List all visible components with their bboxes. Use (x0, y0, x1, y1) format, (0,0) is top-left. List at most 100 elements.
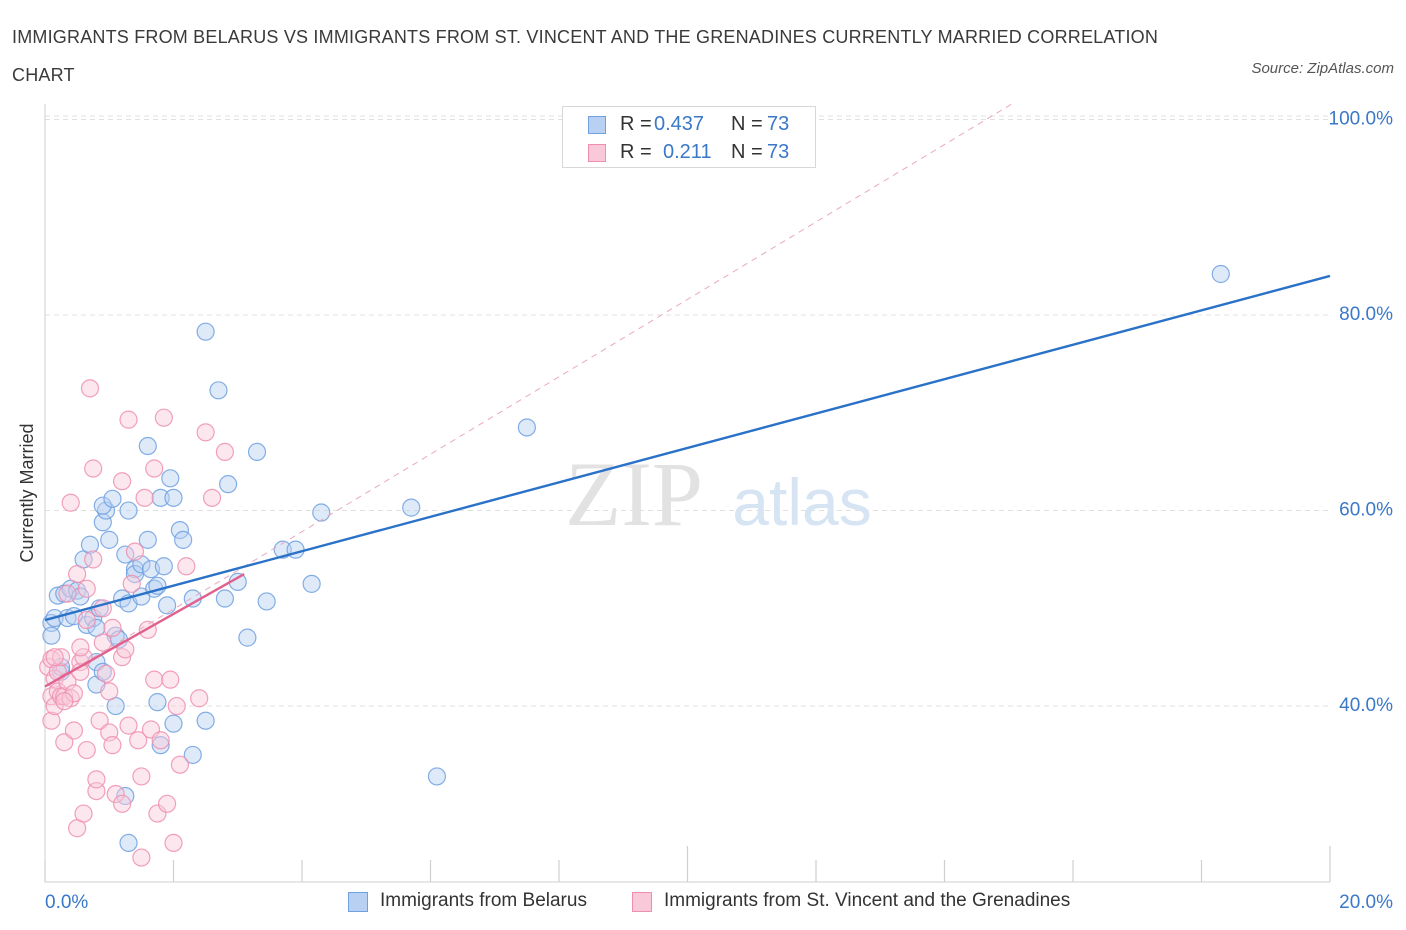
grid-layer (45, 115, 1330, 707)
point-st-vincent (148, 804, 167, 823)
n-value: 73 (767, 113, 790, 135)
point-belarus (93, 662, 112, 681)
watermark-atlas: atlas (732, 465, 871, 539)
point-st-vincent (106, 784, 125, 804)
point-belarus (148, 693, 167, 712)
point-belarus (257, 592, 276, 611)
point-st-vincent (170, 755, 190, 774)
point-st-vincent (80, 379, 100, 398)
r-label: R = (620, 113, 652, 135)
n-label: N = (731, 141, 763, 163)
legend-label-st-vincent: Immigrants from St. Vincent and the Gren… (664, 890, 1071, 911)
n-label: N = (731, 113, 763, 135)
point-belarus (312, 503, 331, 522)
trend-line-belarus (44, 274, 1331, 622)
point-belarus (42, 626, 61, 645)
point-belarus (151, 488, 170, 507)
point-belarus (517, 418, 536, 437)
point-st-vincent (112, 794, 132, 813)
series-legend: Immigrants from Belarus Immigrants from … (0, 888, 1406, 918)
point-st-vincent (103, 736, 122, 755)
point-st-vincent (196, 423, 215, 442)
point-st-vincent (68, 564, 87, 584)
point-st-vincent (151, 731, 170, 750)
point-st-vincent (64, 721, 84, 740)
point-st-vincent (61, 493, 80, 512)
point-st-vincent (93, 633, 112, 652)
point-st-vincent (135, 488, 154, 507)
point-st-vincent (215, 442, 234, 461)
point-st-vincent (51, 648, 71, 667)
source-label: Source: ZipAtlas.com (1251, 60, 1394, 77)
r-label: R = (620, 141, 652, 163)
point-st-vincent (161, 670, 180, 689)
r-value: 0.211 (663, 141, 712, 163)
point-st-vincent (190, 689, 209, 708)
point-st-vincent (103, 618, 122, 637)
point-belarus (96, 501, 116, 520)
point-st-vincent (154, 408, 173, 427)
point-belarus (302, 574, 321, 593)
point-st-vincent (77, 740, 96, 760)
y-axis-label: Currently Married (17, 423, 37, 562)
legend-row-st-vincent: R = 0.211 N = 73 (563, 138, 815, 166)
point-st-vincent (45, 696, 64, 716)
point-belarus (273, 540, 292, 559)
point-belarus (402, 498, 421, 517)
point-belarus (219, 475, 238, 494)
point-st-vincent (77, 610, 96, 630)
point-belarus (164, 714, 183, 733)
point-st-vincent (87, 770, 106, 789)
point-st-vincent (84, 550, 103, 569)
legend-row-belarus: R = 0.437 N = 73 (563, 110, 815, 138)
point-st-vincent (157, 794, 177, 813)
legend-swatch-st-vincent (632, 892, 652, 912)
point-belarus (119, 501, 138, 520)
point-st-vincent (55, 692, 74, 711)
point-belarus (170, 520, 190, 540)
point-belarus (119, 833, 138, 853)
point-st-vincent (177, 557, 196, 576)
point-st-vincent (42, 711, 61, 730)
point-belarus (93, 496, 112, 515)
point-belarus (164, 488, 183, 507)
point-st-vincent (96, 664, 116, 683)
point-belarus (157, 596, 177, 615)
point-st-vincent (125, 542, 145, 561)
point-st-vincent (100, 682, 119, 701)
point-belarus (138, 530, 157, 549)
point-st-vincent (74, 804, 93, 823)
point-st-vincent (129, 731, 148, 750)
point-belarus (1211, 264, 1230, 284)
point-st-vincent (77, 579, 96, 598)
watermark: ZIP atlas (565, 443, 872, 545)
point-st-vincent (202, 488, 222, 507)
point-st-vincent (45, 648, 64, 667)
point-st-vincent (132, 767, 151, 786)
point-belarus (174, 530, 193, 549)
y-tick-label: 40.0% (1339, 695, 1393, 716)
point-belarus (80, 535, 100, 554)
point-belarus (427, 767, 447, 786)
point-belarus (138, 436, 157, 456)
point-belarus (161, 469, 180, 488)
correlation-legend: R = 0.437 N = 73 R = 0.211 N = 73 (562, 106, 816, 168)
point-belarus (196, 711, 215, 730)
point-st-vincent (84, 459, 103, 478)
legend-swatch-belarus (588, 116, 606, 134)
data-points (39, 264, 1230, 867)
point-st-vincent (119, 410, 138, 429)
point-belarus (100, 530, 119, 549)
point-st-vincent (58, 584, 77, 603)
point-belarus (84, 608, 103, 628)
point-st-vincent (122, 574, 141, 593)
point-st-vincent (71, 638, 90, 657)
point-st-vincent (119, 716, 138, 735)
point-belarus (154, 557, 173, 576)
watermark-zip: ZIP (565, 443, 703, 545)
point-belarus (238, 628, 257, 647)
point-belarus (151, 736, 170, 755)
point-belarus (247, 442, 267, 461)
point-st-vincent (112, 472, 132, 491)
tick-labels: 100.0% 80.0% 60.0% 40.0% 0.0% 20.0% Currently … (17, 109, 1393, 913)
